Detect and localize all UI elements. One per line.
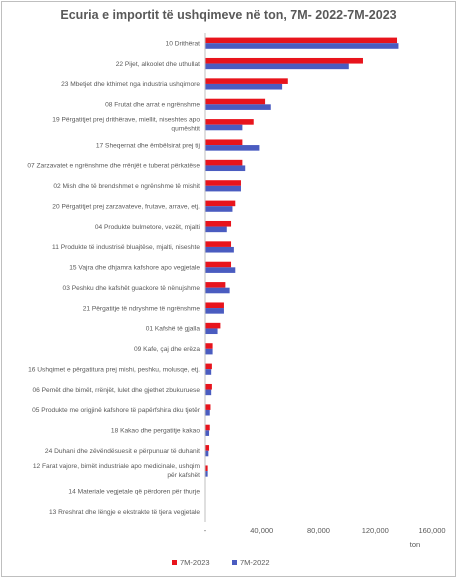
bar-7m-2023: [205, 78, 288, 84]
category-label: 17 Sheqernat dhe ëmbëlsirat prej tij: [96, 142, 201, 149]
category-label: 19 Përgatitjet prej drithërave, miellit,…: [52, 117, 200, 133]
bar-7m-2023: [205, 282, 226, 288]
category-label: 15 Vajra dhe dhjamra kafshore apo vegjet…: [69, 265, 200, 272]
category-label: 04 Produkte bulmetore, vezët, mjalti: [95, 224, 201, 231]
category-label: 09 Kafe, çaj dhe erëza: [134, 346, 200, 353]
category-label: 23 Mbetjet dhe kthimet nga industria ush…: [61, 81, 200, 88]
legend-label: 7M-2022: [240, 558, 270, 567]
bar-7m-2022: [205, 348, 213, 355]
bar-7m-2023: [205, 363, 212, 370]
bar-7m-2023: [205, 424, 210, 431]
bar-7m-2022: [205, 43, 399, 49]
bar-7m-2023: [205, 383, 212, 390]
category-label: 06 Pemët dhe bimët, rrënjët, lulet dhe g…: [32, 387, 200, 394]
bar-7m-2022: [205, 104, 271, 110]
bar-7m-2023: [205, 404, 211, 410]
bar-7m-2023: [205, 322, 221, 329]
bar-7m-2023: [205, 37, 398, 44]
bar-7m-2023: [205, 119, 254, 125]
category-label: 12 Farat vajore, bimët industriale apo m…: [33, 463, 201, 479]
bar-7m-2023: [205, 302, 224, 309]
bar-7m-2022: [205, 226, 227, 233]
category-label: 05 Produkte me origjinë kafshore të papë…: [32, 407, 201, 414]
bar-7m-2022: [205, 165, 246, 172]
bar-7m-2022: [205, 185, 241, 192]
legend-swatch: [172, 560, 177, 565]
category-label: 18 Kakao dhe pergatitje kakao: [111, 428, 200, 435]
bar-7m-2023: [205, 180, 241, 186]
x-tick-label: 160,000: [418, 526, 445, 535]
legend-label: 7M-2023: [180, 558, 210, 567]
category-label: 10 Drithërat: [166, 40, 201, 47]
bar-7m-2022: [205, 450, 209, 457]
bar-7m-2022: [205, 246, 234, 253]
x-tick-label: 80,000: [307, 526, 330, 535]
bar-7m-2022: [205, 389, 212, 396]
bar-7m-2022: [205, 369, 212, 375]
category-label: 03 Peshku dhe kafshët guackore të nënujs…: [63, 285, 201, 292]
category-label: 01 Kafshë të gjalla: [146, 326, 201, 333]
x-tick-label: -: [204, 526, 207, 535]
chart-title: Ecuria e importit të ushqimeve në ton, 7…: [60, 8, 397, 22]
bar-7m-2023: [205, 98, 266, 105]
x-axis-title: ton: [410, 540, 420, 549]
bar-7m-2023: [205, 159, 243, 166]
bar-7m-2023: [205, 220, 232, 227]
bar-7m-2022: [205, 328, 218, 335]
bar-7m-2022: [205, 409, 210, 416]
category-label: 21 Përgatitje të ndryshme të ngrënshme: [83, 305, 201, 312]
bar-7m-2022: [205, 267, 236, 273]
category-label: 20 Përgatitjet prej zarzavateve, frutave…: [52, 203, 200, 210]
legend-swatch: [232, 560, 237, 565]
bar-7m-2023: [205, 241, 232, 247]
category-label: 24 Duhani dhe zëvëndësuesit e përpunuar …: [45, 448, 200, 455]
bar-7m-2023: [205, 139, 243, 146]
bar-7m-2023: [205, 445, 210, 451]
bar-7m-2022: [205, 83, 283, 90]
bar-7m-2023: [205, 57, 363, 64]
bar-7m-2023: [205, 343, 213, 349]
bar-7m-2022: [205, 124, 243, 131]
bar-7m-2022: [205, 145, 260, 151]
category-label: 14 Materiale vegjetale që përdoren për t…: [68, 489, 200, 496]
bar-7m-2023: [205, 200, 236, 207]
bar-7m-2023: [205, 261, 232, 268]
category-label: 13 Rreshrat dhe lëngje e ekstrakte të tj…: [49, 509, 200, 516]
bar-7m-2022: [205, 63, 349, 70]
category-label: 08 Frutat dhe arrat e ngrënshme: [105, 102, 200, 109]
bar-7m-2022: [205, 287, 230, 294]
category-label: 02 Mish dhe të brendshmet e ngrënshme të…: [53, 183, 200, 190]
category-label: 07 Zarzavatet e ngrënshme dhe rrënjët e …: [27, 163, 200, 170]
bar-7m-2022: [205, 308, 224, 314]
category-label: 16 Ushqimet e përgatitura prej mishi, pe…: [28, 366, 200, 373]
bar-7m-2023: [205, 465, 208, 472]
bar-7m-2022: [205, 206, 233, 212]
bar-7m-2022: [205, 471, 208, 477]
x-tick-label: 120,000: [362, 526, 389, 535]
bar-7m-2022: [205, 430, 210, 436]
category-label: 11 Produkte të industrisë bluajtëse, mja…: [52, 244, 200, 251]
x-tick-label: 40,000: [250, 526, 273, 535]
category-label: 22 Pijet, alkoolet dhe uthullat: [116, 61, 200, 68]
